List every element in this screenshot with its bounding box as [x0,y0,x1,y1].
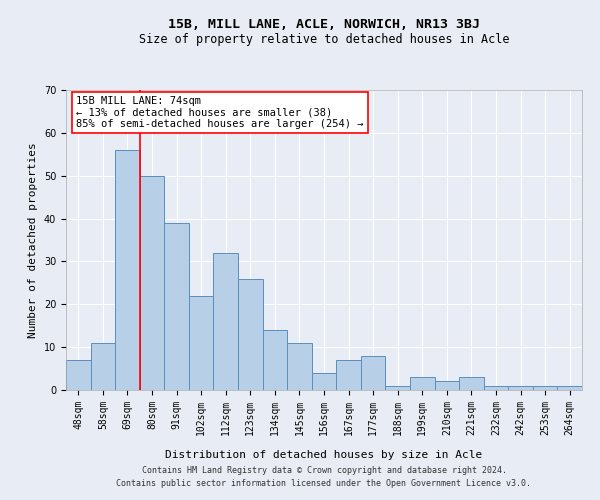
Y-axis label: Number of detached properties: Number of detached properties [28,142,38,338]
Bar [214,253,238,390]
Bar [361,356,385,390]
Bar [508,386,533,390]
Text: Distribution of detached houses by size in Acle: Distribution of detached houses by size … [166,450,482,460]
Bar [140,176,164,390]
Bar [434,382,459,390]
Bar [164,223,189,390]
Bar [287,343,312,390]
Bar [312,373,336,390]
Bar [189,296,214,390]
Text: Contains HM Land Registry data © Crown copyright and database right 2024.
Contai: Contains HM Land Registry data © Crown c… [116,466,532,487]
Bar [336,360,361,390]
Bar [533,386,557,390]
Bar [91,343,115,390]
Text: 15B MILL LANE: 74sqm
← 13% of detached houses are smaller (38)
85% of semi-detac: 15B MILL LANE: 74sqm ← 13% of detached h… [76,96,364,129]
Bar [263,330,287,390]
Bar [66,360,91,390]
Bar [484,386,508,390]
Text: Size of property relative to detached houses in Acle: Size of property relative to detached ho… [139,32,509,46]
Text: 15B, MILL LANE, ACLE, NORWICH, NR13 3BJ: 15B, MILL LANE, ACLE, NORWICH, NR13 3BJ [168,18,480,30]
Bar [410,377,434,390]
Bar [238,278,263,390]
Bar [459,377,484,390]
Bar [557,386,582,390]
Bar [385,386,410,390]
Bar [115,150,140,390]
